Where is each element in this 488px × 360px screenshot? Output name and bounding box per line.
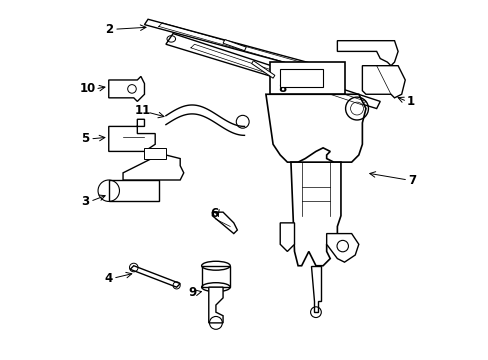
Text: 10: 10 — [79, 82, 95, 95]
Polygon shape — [144, 19, 326, 73]
Polygon shape — [208, 287, 223, 323]
Polygon shape — [108, 180, 159, 202]
Polygon shape — [310, 266, 321, 312]
Text: 5: 5 — [81, 132, 89, 145]
Text: 9: 9 — [188, 286, 197, 299]
Polygon shape — [123, 155, 183, 180]
Text: 8: 8 — [277, 82, 285, 95]
Polygon shape — [326, 234, 358, 262]
Polygon shape — [251, 61, 274, 78]
Polygon shape — [337, 41, 397, 66]
Polygon shape — [212, 212, 237, 234]
Polygon shape — [108, 119, 155, 152]
Polygon shape — [269, 62, 344, 94]
Polygon shape — [144, 148, 165, 158]
Polygon shape — [165, 33, 380, 109]
Text: 7: 7 — [407, 174, 415, 186]
Text: 2: 2 — [104, 23, 113, 36]
Text: 4: 4 — [104, 272, 113, 285]
Polygon shape — [108, 76, 144, 102]
Text: 6: 6 — [209, 207, 218, 220]
Polygon shape — [130, 266, 180, 287]
Polygon shape — [280, 69, 323, 87]
Polygon shape — [201, 266, 230, 287]
Polygon shape — [280, 223, 294, 251]
Polygon shape — [362, 66, 405, 98]
Polygon shape — [265, 94, 365, 162]
Text: 1: 1 — [406, 95, 414, 108]
Polygon shape — [223, 40, 246, 51]
Text: 11: 11 — [134, 104, 150, 117]
Polygon shape — [290, 162, 340, 266]
Text: 3: 3 — [81, 195, 89, 208]
